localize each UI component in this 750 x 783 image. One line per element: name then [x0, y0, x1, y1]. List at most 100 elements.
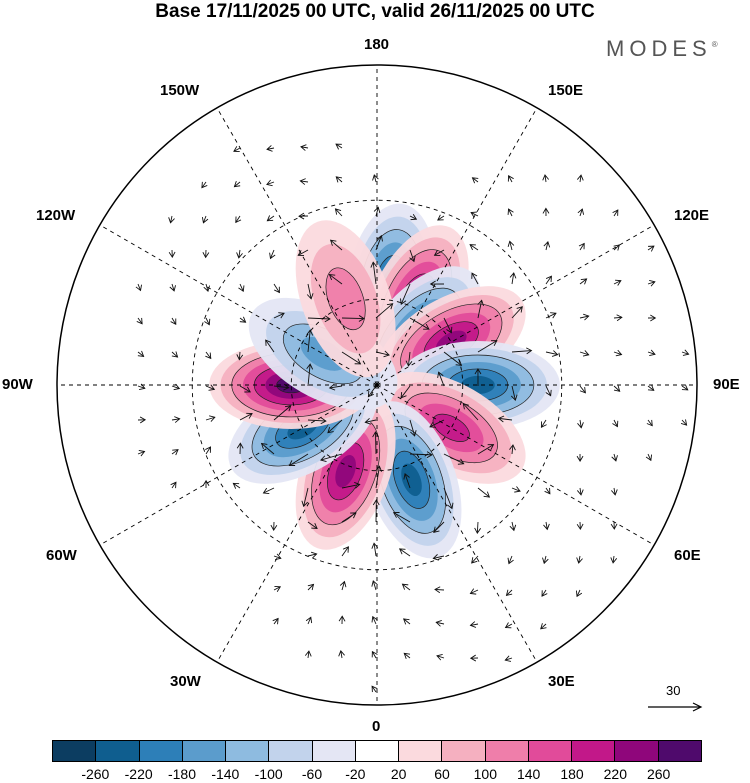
colorbar-tick-label: -260 — [81, 766, 110, 782]
wind-arrow — [646, 419, 653, 427]
wind-arrow — [403, 472, 411, 489]
wind-arrow — [298, 212, 309, 220]
wind-arrow — [613, 314, 623, 322]
map-title: Base 17/11/2025 00 UTC, valid 26/11/2025… — [155, 1, 595, 22]
lon-label-90e: 90E — [713, 376, 740, 393]
wind-arrow — [235, 215, 242, 224]
wind-arrow — [576, 487, 584, 496]
wind-arrow — [437, 371, 445, 387]
map-border — [56, 64, 698, 706]
colorbar-tick-label: 260 — [646, 766, 671, 782]
wind-arrow — [409, 317, 430, 330]
wind-arrow — [613, 279, 622, 286]
colorbar — [52, 740, 702, 762]
wind-arrow — [434, 586, 445, 594]
wind-arrow — [611, 453, 618, 462]
parallel — [191, 199, 563, 571]
wind-arrow — [201, 215, 209, 224]
wind-arrow — [541, 589, 548, 597]
colorbar-tick-label: 220 — [603, 766, 628, 782]
lon-label-90w: 90W — [2, 376, 33, 393]
wind-arrow — [300, 144, 309, 151]
wind-arrow — [392, 512, 411, 523]
colorbar-tick-label: 20 — [390, 766, 407, 782]
wind-arrow — [429, 419, 445, 428]
colorbar-segment — [269, 740, 313, 762]
wind-arrow — [338, 650, 345, 659]
wind-arrow — [543, 241, 551, 251]
wind-arrow — [400, 283, 411, 305]
wind-arrow — [371, 580, 378, 591]
wind-arrow — [647, 280, 656, 287]
lon-label-180: 180 — [364, 36, 390, 53]
wind-arrow — [203, 283, 210, 293]
wind-arrow — [171, 383, 181, 391]
wind-arrow — [471, 272, 479, 285]
wind-arrow — [579, 278, 588, 285]
wind-arrow — [273, 405, 292, 421]
wind-arrow — [432, 554, 445, 561]
lon-label-60e: 60E — [674, 547, 701, 564]
wind-arrow — [613, 385, 621, 392]
wind-arrow — [239, 316, 247, 323]
wind-arrow — [137, 416, 147, 424]
wind-arrow — [477, 340, 498, 353]
wind-arrow — [375, 303, 394, 319]
colorbar-segment — [615, 740, 659, 762]
wind-arrow — [273, 312, 285, 319]
wind-arrow — [505, 589, 513, 597]
wind-arrow — [511, 347, 533, 355]
wind-arrow — [335, 176, 343, 183]
wind-arrow — [205, 415, 216, 422]
wind-arrow — [544, 487, 551, 495]
wind-arrow — [137, 350, 145, 357]
wind-arrow — [375, 350, 390, 358]
wind-arrow — [477, 299, 485, 319]
wind-arrow — [507, 208, 514, 217]
registered-mark: ® — [711, 40, 718, 49]
wind-arrow — [545, 312, 557, 319]
wind-arrow — [680, 419, 688, 426]
wind-arrow — [611, 487, 618, 496]
wind-arrow — [647, 349, 656, 357]
wind-arrow — [433, 249, 445, 256]
wind-arrow — [260, 442, 275, 455]
wind-arrow — [171, 351, 179, 358]
wind-arrow — [681, 349, 690, 356]
wind-arrow — [470, 211, 479, 218]
wind-arrow — [364, 417, 377, 425]
wind-arrow — [471, 177, 479, 184]
wind-arrow — [509, 272, 517, 285]
wind-arrow — [265, 339, 275, 353]
wind-arrow — [443, 351, 463, 366]
wind-arrow — [436, 653, 445, 661]
wind-arrow — [327, 419, 343, 434]
wind-arrow — [307, 583, 315, 591]
wind-arrow — [339, 580, 347, 591]
wind-arrow — [647, 384, 655, 391]
wind-arrow — [610, 555, 618, 564]
wind-arrow — [507, 555, 514, 565]
wind-arrow — [266, 215, 275, 222]
wind-arrow — [372, 431, 379, 455]
wind-arrow — [205, 384, 216, 391]
colorbar-segment — [312, 740, 356, 762]
wind-arrow — [171, 449, 179, 456]
wind-arrow — [239, 385, 251, 393]
wind-arrow — [504, 622, 513, 629]
wind-arrow — [262, 487, 275, 495]
wind-arrow — [545, 350, 559, 357]
lon-label-30e: 30E — [548, 673, 575, 690]
wind-arrow — [540, 419, 547, 429]
lon-label-150w: 150W — [160, 82, 200, 99]
wind-arrow — [435, 620, 445, 627]
wind-arrow — [443, 453, 465, 465]
wind-arrow — [613, 244, 620, 251]
wind-arrow — [269, 249, 276, 260]
wind-arrow — [403, 652, 411, 659]
wind-arrow — [402, 618, 411, 625]
colorbar-segment — [52, 740, 97, 762]
brand-name: MODES — [606, 36, 712, 61]
wind-arrow — [329, 239, 343, 251]
wind-arrow — [301, 487, 309, 508]
